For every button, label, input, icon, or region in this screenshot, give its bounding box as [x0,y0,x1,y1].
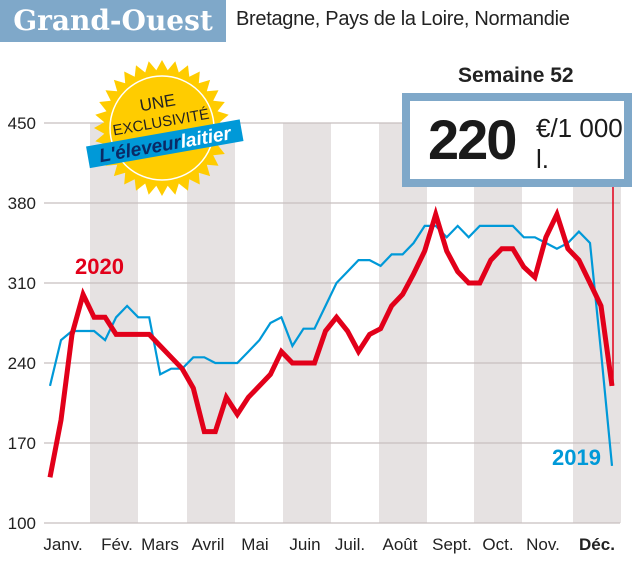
x-tick-label: Déc. [579,535,615,554]
price-box: 220 €/1 000 l. [402,93,632,187]
price-value: 220 [428,108,517,171]
x-tick-label: Oct. [482,535,513,554]
month-band [283,123,331,523]
x-tick-label: Avril [192,535,225,554]
series-label-2019: 2019 [552,445,601,470]
y-tick-label: 450 [8,114,36,133]
x-tick-label: Juin [289,535,320,554]
y-tick-label: 240 [8,354,36,373]
y-tick-label: 170 [8,434,36,453]
y-tick-label: 380 [8,194,36,213]
x-tick-label: Fév. [101,535,133,554]
x-tick-label: Sept. [432,535,472,554]
month-band [187,123,235,523]
region-subtitle: Bretagne, Pays de la Loire, Normandie [236,8,570,30]
y-tick-label: 310 [8,274,36,293]
x-tick-label: Août [383,535,418,554]
x-tick-label: Nov. [526,535,560,554]
series-label-2020: 2020 [75,254,124,279]
x-tick-label: Mars [141,535,179,554]
month-band [379,123,427,523]
x-tick-label: Janv. [43,535,82,554]
sun-badge-icon [94,60,230,196]
series-line-2019 [48,224,614,467]
x-tick-label: Juil. [335,535,365,554]
month-band [474,123,522,523]
x-tick-label: Mai [241,535,268,554]
price-unit: €/1 000 l. [536,113,623,174]
week-label: Semaine 52 [458,64,574,87]
series-line-2020 [47,205,615,478]
region-title: Grand-Ouest [0,0,226,42]
y-tick-label: 100 [8,514,36,533]
